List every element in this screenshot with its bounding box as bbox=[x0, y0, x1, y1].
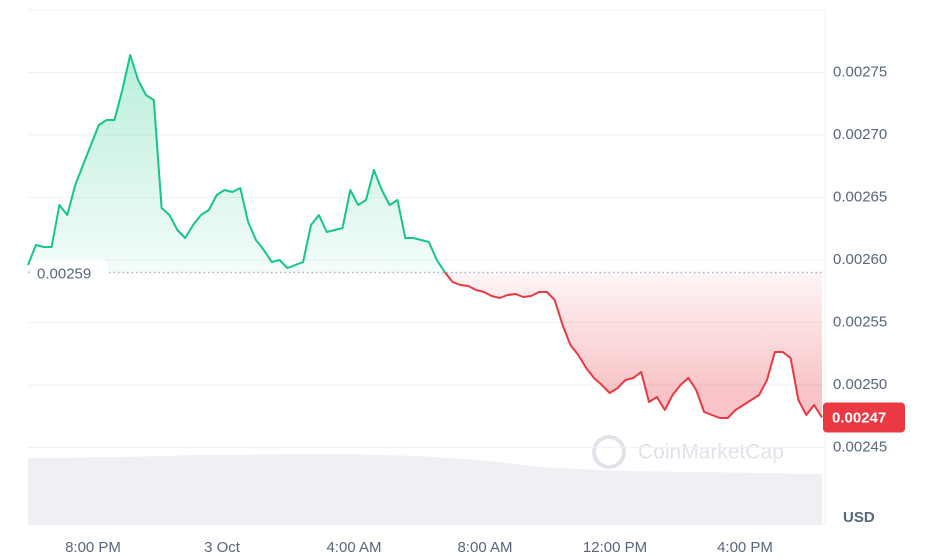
x-tick-label: 4:00 PM bbox=[717, 539, 773, 556]
y-tick-label: 0.00265 bbox=[833, 188, 887, 205]
baseline-badge bbox=[30, 259, 108, 286]
price-line bbox=[27, 54, 823, 419]
y-tick-label: 0.00275 bbox=[833, 63, 887, 80]
y-tick-label: 0.00255 bbox=[833, 313, 887, 330]
x-tick-label: 12:00 PM bbox=[583, 539, 647, 556]
baseline-label: 0.00259 bbox=[37, 265, 91, 282]
x-tick-label: 8:00 AM bbox=[457, 539, 512, 556]
y-tick-label: 0.00270 bbox=[833, 126, 887, 143]
x-tick-label: 3 Oct bbox=[204, 539, 241, 556]
unit-label: USD bbox=[843, 509, 875, 526]
y-tick-label: 0.00245 bbox=[833, 438, 887, 455]
watermark-text: CoinMarketCap bbox=[638, 441, 784, 464]
y-tick-label: 0.00250 bbox=[833, 376, 887, 393]
price-area bbox=[28, 55, 822, 418]
current-price-badge bbox=[823, 402, 905, 433]
volume-area bbox=[28, 454, 822, 525]
x-tick-label: 8:00 PM bbox=[65, 539, 121, 556]
y-tick-label: 0.00260 bbox=[833, 251, 887, 268]
current-price-label: 0.00247 bbox=[832, 409, 886, 426]
x-tick-label: 4:00 AM bbox=[326, 539, 381, 556]
watermark: CoinMarketCap bbox=[592, 435, 784, 469]
